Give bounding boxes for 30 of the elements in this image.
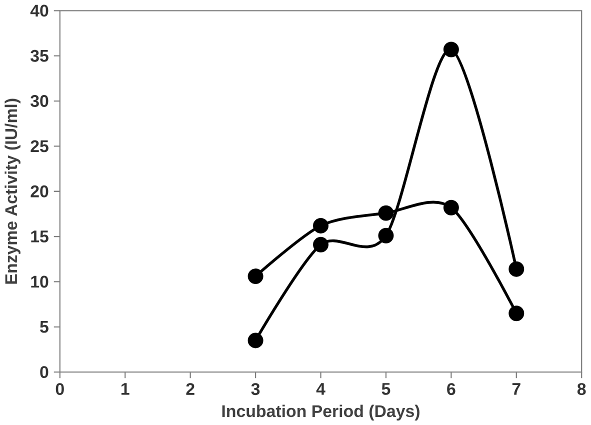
- y-tick-label: 5: [40, 320, 48, 333]
- point: [378, 205, 394, 221]
- x-tick-label: 1: [121, 382, 130, 395]
- y-tick-label: 40: [30, 4, 48, 17]
- y-tick-label: 30: [30, 94, 48, 107]
- point: [313, 218, 328, 234]
- point: [313, 236, 328, 252]
- y-tick-label: 25: [30, 140, 48, 152]
- point: [378, 228, 394, 244]
- x-axis-title: Incubation Period (Days): [222, 404, 420, 420]
- x-tick-label: 7: [512, 382, 520, 395]
- x-tick-label: 2: [186, 382, 194, 395]
- x-tick-label: 5: [382, 382, 390, 395]
- y-tick-label: 15: [31, 230, 48, 242]
- y-tick-label: 35: [30, 50, 48, 62]
- point: [248, 268, 264, 284]
- y-axis-title: Enzyme Activity (IU/ml): [4, 98, 20, 284]
- x-tick-label: 0: [56, 382, 64, 395]
- x-tick-label: 3: [251, 382, 260, 395]
- y-tick-label: 10: [31, 276, 48, 288]
- x-tick-label: 6: [447, 382, 456, 395]
- y-tick-label: 0: [40, 366, 48, 378]
- x-tick-label: 8: [577, 382, 586, 395]
- point: [248, 332, 264, 348]
- y-tick-label: 20: [30, 185, 48, 198]
- point: [443, 200, 459, 216]
- point: [508, 261, 524, 277]
- x-tick-label: 4: [316, 382, 326, 395]
- point: [508, 306, 524, 322]
- point: [443, 42, 459, 58]
